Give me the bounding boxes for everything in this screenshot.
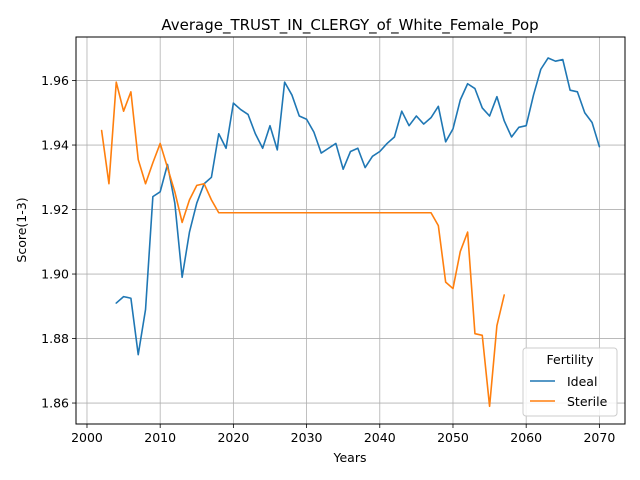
y-tick-label: 1.86: [41, 396, 69, 411]
legend: Fertility Ideal Sterile: [523, 348, 617, 416]
y-tick-label: 1.94: [41, 138, 69, 153]
legend-title: Fertility: [547, 352, 595, 367]
chart-title: Average_TRUST_IN_CLERGY_of_White_Female_…: [161, 16, 538, 35]
y-tick-label: 1.96: [41, 73, 69, 88]
y-tick-label: 1.92: [41, 202, 69, 217]
legend-label-sterile: Sterile: [567, 394, 608, 409]
y-tick-label: 1.88: [41, 331, 69, 346]
x-tick-label: 2020: [217, 430, 249, 445]
x-tick-label: 2070: [583, 430, 615, 445]
x-tick-label: 2060: [510, 430, 542, 445]
x-tick-label: 2030: [291, 430, 323, 445]
y-tick-label: 1.90: [41, 267, 69, 282]
x-tick-label: 2040: [364, 430, 396, 445]
x-tick-label: 2050: [437, 430, 469, 445]
x-tick-label: 2000: [71, 430, 103, 445]
legend-label-ideal: Ideal: [567, 374, 597, 389]
y-axis-title: Score(1-3): [14, 197, 29, 262]
x-tick-label: 2010: [144, 430, 176, 445]
x-axis-title: Years: [333, 450, 367, 465]
